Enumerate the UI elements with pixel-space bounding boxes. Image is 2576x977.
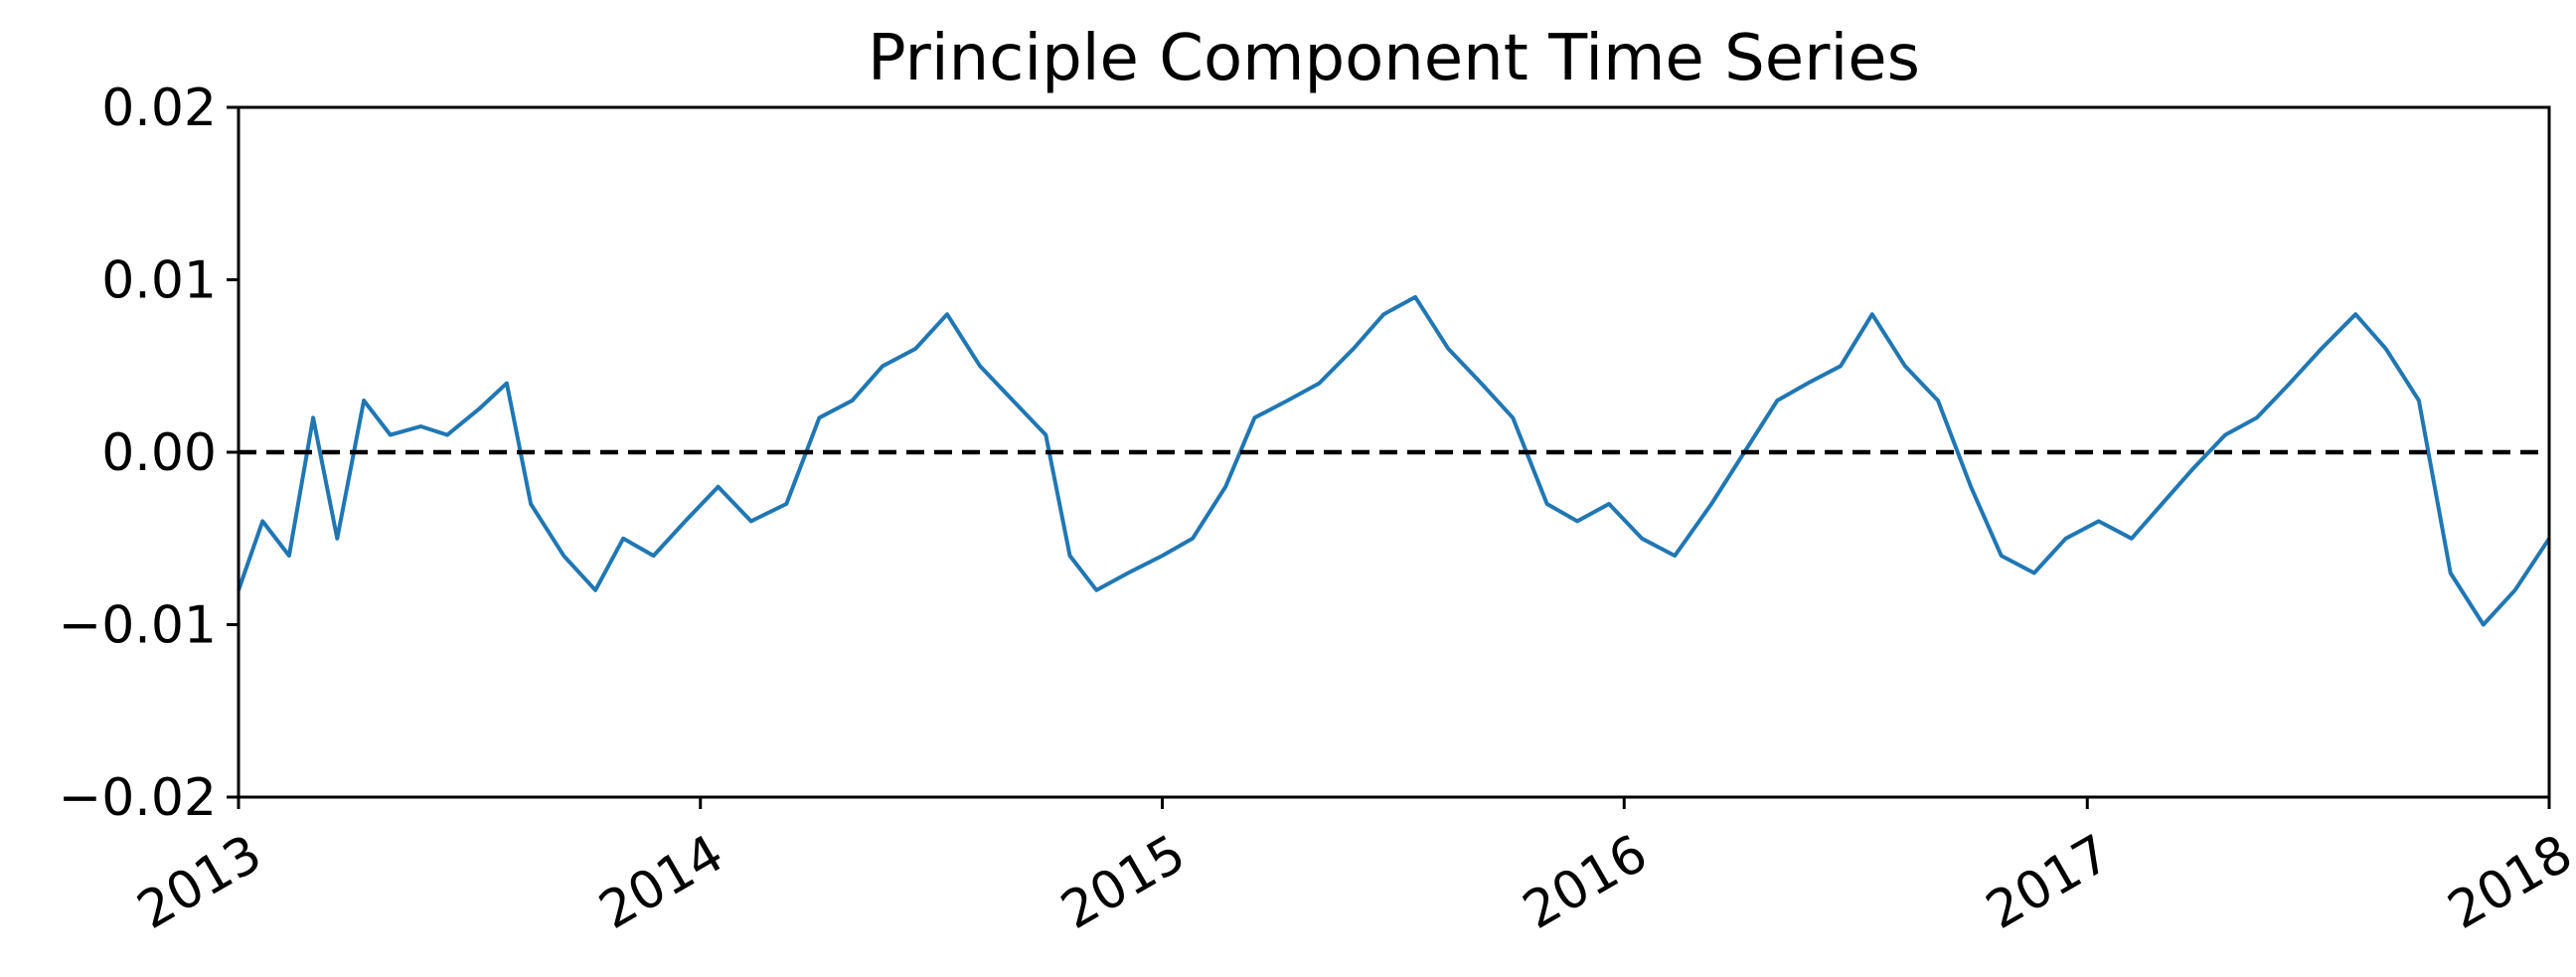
x-tick-label: 2016 — [1514, 824, 1658, 941]
plot-area — [237, 294, 2551, 627]
y-tick-label: −0.01 — [59, 596, 217, 656]
x-tick-label: 2013 — [128, 824, 272, 941]
x-tick-label: 2018 — [2439, 824, 2576, 941]
y-tick-label: 0.00 — [101, 423, 217, 483]
y-axis: 0.02 0.01 0.00 −0.01 −0.02 — [59, 79, 239, 828]
x-tick-label: 2014 — [589, 824, 733, 941]
x-tick-label: 2015 — [1051, 824, 1196, 941]
series-line — [237, 294, 2551, 627]
y-tick-label: 0.02 — [101, 79, 217, 138]
y-tick-label: 0.01 — [101, 251, 217, 311]
x-tick-label: 2017 — [1977, 824, 2121, 941]
y-tick-label: −0.02 — [59, 768, 217, 828]
x-axis: 2013 2014 2015 2016 2017 2018 — [128, 797, 2576, 941]
chart-title: Principle Component Time Series — [868, 22, 1920, 95]
